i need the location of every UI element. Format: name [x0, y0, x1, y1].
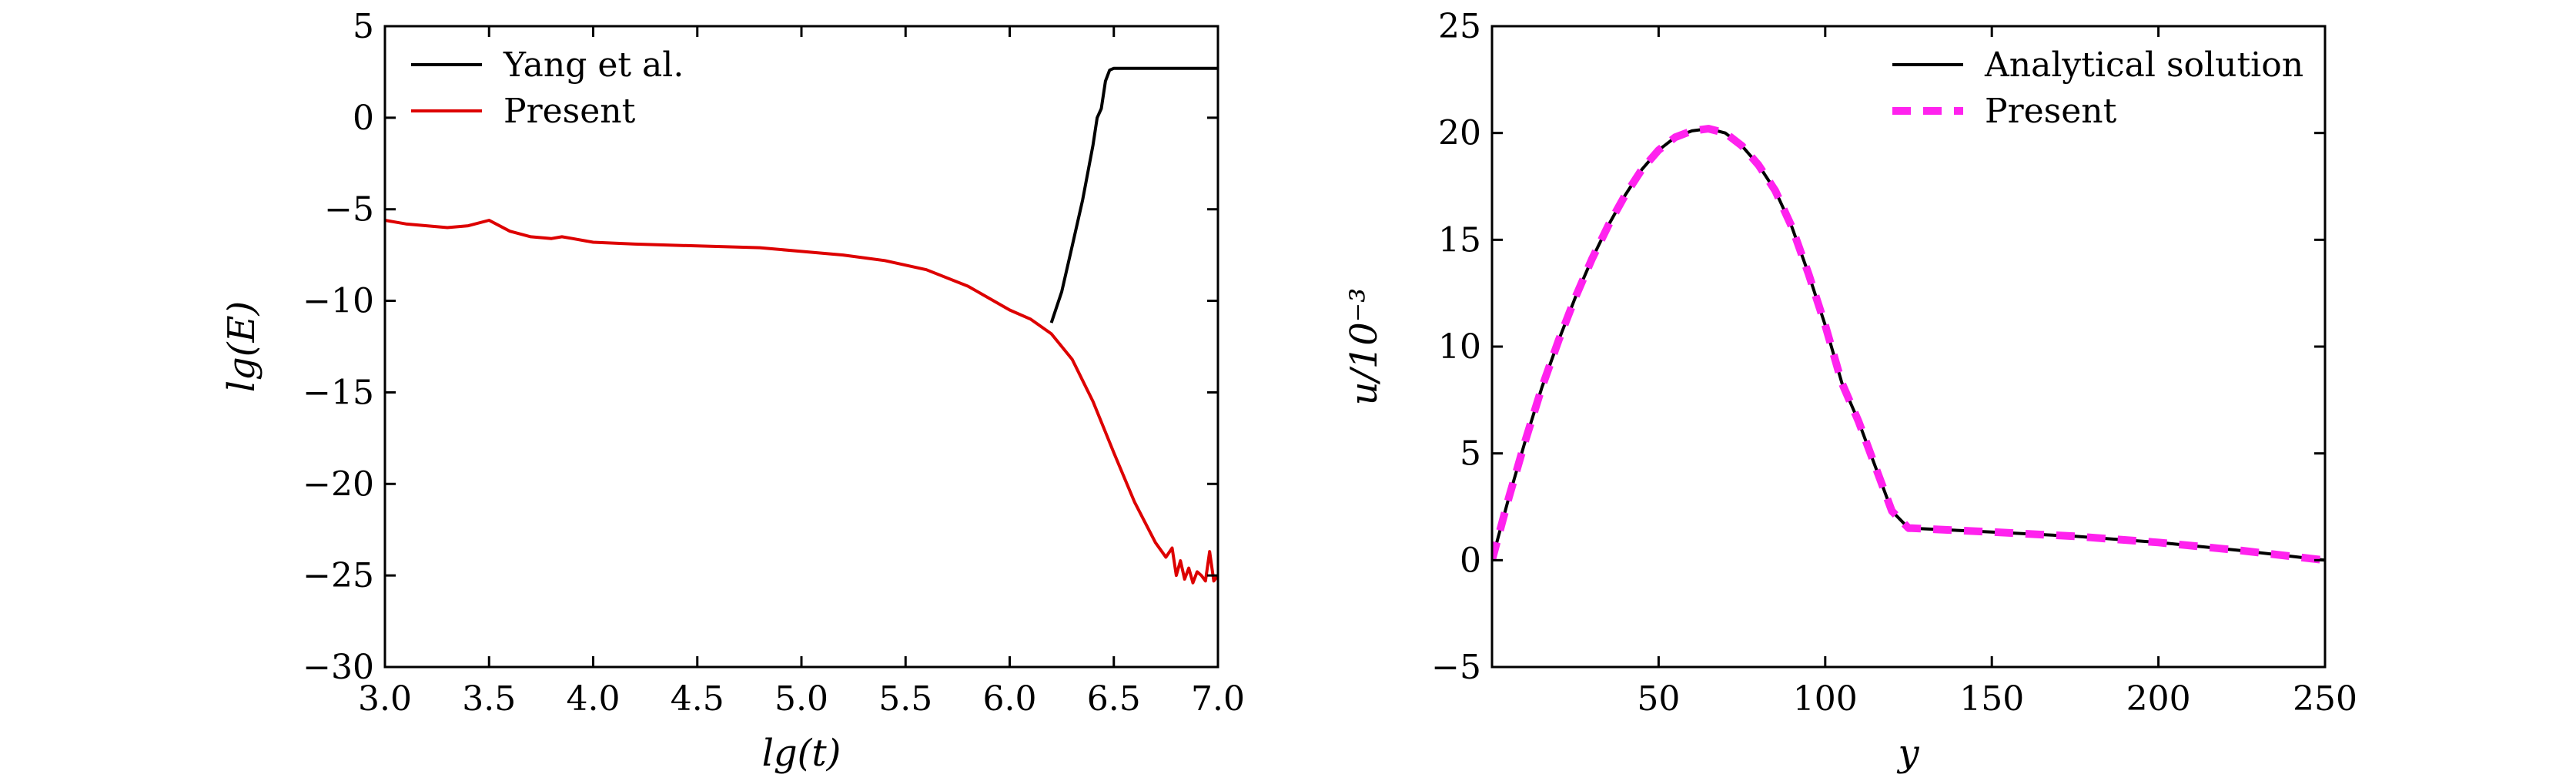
left-y-tick-label: −10 — [303, 282, 374, 321]
right-y-tick-label: 25 — [1438, 7, 1481, 46]
right-plot-area — [1492, 125, 2325, 565]
left-x-tick-label: 7.0 — [1191, 679, 1245, 719]
left-series-line-0 — [1049, 66, 1218, 323]
right-x-tick-label: 250 — [2293, 679, 2357, 719]
right-y-tick-label: 15 — [1438, 220, 1481, 260]
left-y-tick-label: −15 — [303, 373, 374, 412]
left-y-tick-label: 0 — [353, 99, 374, 138]
left-plot-area — [385, 66, 1218, 585]
left-y-tick-label: 5 — [353, 7, 374, 46]
right-series-line-1 — [1492, 125, 2325, 565]
right-legend: Analytical solution Present — [1892, 45, 2303, 131]
left-x-tick-label: 3.0 — [358, 679, 412, 719]
left-x-tick-label: 6.0 — [983, 679, 1037, 719]
right-x-tick-label: 50 — [1637, 679, 1680, 719]
left-legend-label-0: Yang et al. — [503, 45, 684, 85]
left-x-tick-label: 4.5 — [671, 679, 724, 719]
right-y-tick-label: 5 — [1460, 434, 1481, 474]
right-legend-label-1: Present — [1985, 92, 2117, 131]
left-x-tick-label: 5.0 — [774, 679, 828, 719]
left-x-tick-label: 5.5 — [878, 679, 932, 719]
chart-velocity-profile: 50 100 150 200 2502520151050−5yu/10⁻³Analyti… — [1343, 7, 2357, 775]
left-legend: Yang et al. Present — [411, 45, 684, 131]
right-series-line-0 — [1492, 127, 2325, 562]
left-y-tick-label: −30 — [303, 648, 374, 687]
chart-energy-decay: 3.0 3.5 4.0 4.5 5.0 5.5 6.0 6.5 7.0 5 0 −5 −10 −15 −20… — [220, 7, 1245, 775]
left-x-tick-label: 6.5 — [1087, 679, 1141, 719]
right-y-axis-label: u/10⁻³ — [1343, 288, 1386, 406]
right-x-tick-label: 100 — [1793, 679, 1858, 719]
left-x-axis-label: lg(t) — [762, 732, 841, 775]
left-x-tick-label: 3.5 — [462, 679, 516, 719]
right-y-tick-label: 10 — [1438, 327, 1481, 367]
right-legend-label-0: Analytical solution — [1984, 45, 2303, 85]
left-series-line-1 — [385, 219, 1218, 585]
left-y-tick-label: −5 — [324, 190, 374, 230]
left-legend-label-1: Present — [503, 92, 636, 131]
right-x-tick-label: 150 — [1959, 679, 2024, 719]
left-y-tick-label: −25 — [303, 556, 374, 595]
right-x-axis-label: y — [1896, 732, 1919, 775]
right-plot-frame — [1490, 25, 2327, 669]
right-x-tick-label: 200 — [2126, 679, 2191, 719]
left-x-tick-label: 4.0 — [567, 679, 621, 719]
right-y-tick-label: 0 — [1460, 541, 1481, 580]
right-y-tick-label: −5 — [1431, 648, 1481, 687]
left-y-tick-label: −20 — [303, 464, 374, 504]
left-y-axis-label: lg(E) — [220, 301, 263, 393]
right-y-tick-label: 20 — [1438, 114, 1481, 153]
